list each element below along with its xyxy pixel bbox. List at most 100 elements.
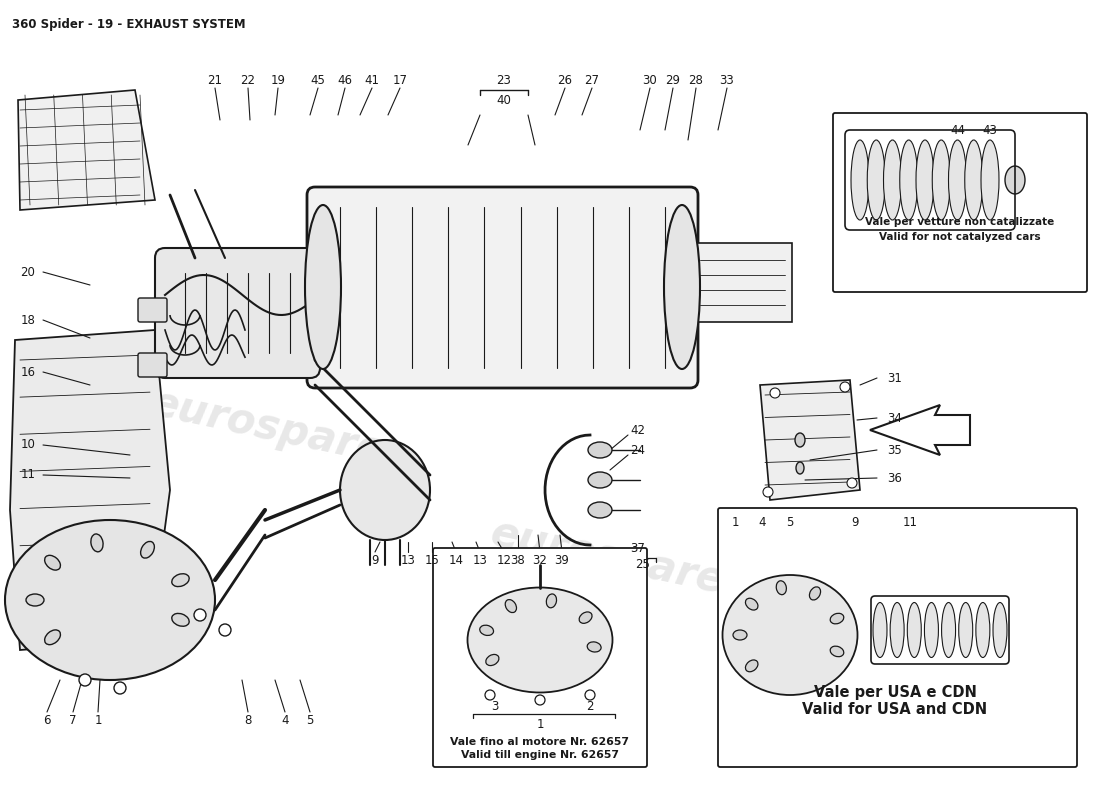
Text: 13: 13 (473, 554, 487, 566)
Ellipse shape (486, 654, 499, 666)
Ellipse shape (976, 602, 990, 658)
Ellipse shape (79, 674, 91, 686)
Ellipse shape (830, 646, 844, 657)
Text: 45: 45 (310, 74, 326, 86)
Text: 5: 5 (306, 714, 313, 726)
FancyBboxPatch shape (307, 187, 698, 388)
Text: 8: 8 (244, 714, 252, 726)
Ellipse shape (535, 695, 544, 705)
Text: 33: 33 (719, 74, 735, 86)
Ellipse shape (485, 690, 495, 700)
Text: 2: 2 (586, 701, 594, 714)
Text: 29: 29 (666, 74, 681, 86)
Ellipse shape (588, 472, 612, 488)
Text: 11: 11 (21, 469, 35, 482)
Ellipse shape (948, 140, 967, 220)
Text: 31: 31 (888, 371, 902, 385)
Ellipse shape (45, 555, 60, 570)
Ellipse shape (723, 575, 858, 695)
Text: 19: 19 (271, 74, 286, 86)
Text: 24: 24 (630, 443, 646, 457)
Text: 38: 38 (510, 554, 526, 566)
Text: 1: 1 (95, 714, 101, 726)
Ellipse shape (468, 587, 613, 693)
Ellipse shape (588, 502, 612, 518)
FancyBboxPatch shape (693, 243, 792, 322)
Text: 36: 36 (888, 471, 902, 485)
Text: 40: 40 (496, 94, 512, 106)
Ellipse shape (763, 487, 773, 497)
Ellipse shape (993, 602, 1007, 658)
Text: 4: 4 (758, 515, 766, 529)
Ellipse shape (890, 602, 904, 658)
Ellipse shape (796, 462, 804, 474)
Ellipse shape (847, 478, 857, 488)
Ellipse shape (305, 205, 341, 369)
Text: Valid till engine Nr. 62657: Valid till engine Nr. 62657 (461, 750, 619, 760)
Text: 42: 42 (630, 423, 646, 437)
Text: 46: 46 (338, 74, 352, 86)
Ellipse shape (733, 630, 747, 640)
Text: 18: 18 (21, 314, 35, 326)
Text: 11: 11 (902, 515, 917, 529)
Text: 21: 21 (208, 74, 222, 86)
Text: 23: 23 (496, 74, 512, 86)
Ellipse shape (883, 140, 902, 220)
Text: 13: 13 (400, 554, 416, 566)
Text: 44: 44 (950, 123, 966, 137)
Ellipse shape (480, 625, 494, 635)
Text: 28: 28 (689, 74, 703, 86)
Ellipse shape (810, 587, 821, 600)
Ellipse shape (908, 602, 922, 658)
FancyBboxPatch shape (155, 248, 320, 378)
Ellipse shape (942, 602, 956, 658)
Text: 20: 20 (21, 266, 35, 278)
Text: 17: 17 (393, 74, 407, 86)
Ellipse shape (219, 624, 231, 636)
Text: Valid for not catalyzed cars: Valid for not catalyzed cars (879, 232, 1041, 242)
Ellipse shape (45, 630, 60, 645)
Ellipse shape (588, 442, 612, 458)
Text: 4: 4 (282, 714, 288, 726)
Ellipse shape (873, 602, 887, 658)
Text: Vale per USA e CDN: Vale per USA e CDN (814, 686, 977, 701)
Ellipse shape (777, 581, 786, 594)
Text: 5: 5 (786, 515, 794, 529)
Text: 32: 32 (532, 554, 548, 566)
Text: eurospares: eurospares (723, 616, 917, 684)
Text: 16: 16 (21, 366, 35, 378)
Ellipse shape (141, 542, 154, 558)
Ellipse shape (664, 205, 700, 369)
Polygon shape (760, 380, 860, 500)
Text: 1: 1 (732, 515, 739, 529)
Ellipse shape (587, 642, 601, 652)
Text: 15: 15 (425, 554, 439, 566)
Text: 39: 39 (554, 554, 570, 566)
Ellipse shape (172, 574, 189, 586)
Text: 25: 25 (636, 558, 650, 571)
Ellipse shape (6, 520, 214, 680)
Ellipse shape (924, 602, 938, 658)
Polygon shape (18, 90, 155, 210)
Text: eurospares: eurospares (487, 512, 754, 608)
Ellipse shape (867, 140, 886, 220)
Text: 43: 43 (982, 123, 998, 137)
Ellipse shape (172, 614, 189, 626)
Text: 12: 12 (496, 554, 512, 566)
Polygon shape (10, 330, 170, 650)
Ellipse shape (900, 140, 917, 220)
Ellipse shape (933, 140, 950, 220)
Ellipse shape (194, 609, 206, 621)
Text: 34: 34 (888, 411, 902, 425)
Text: 30: 30 (642, 74, 658, 86)
Text: Valid for USA and CDN: Valid for USA and CDN (802, 702, 988, 718)
FancyBboxPatch shape (138, 298, 167, 322)
Text: 10: 10 (21, 438, 35, 451)
Ellipse shape (26, 594, 44, 606)
Ellipse shape (981, 140, 999, 220)
Ellipse shape (547, 594, 557, 608)
Ellipse shape (340, 440, 430, 540)
Ellipse shape (851, 140, 869, 220)
Text: Vale fino al motore Nr. 62657: Vale fino al motore Nr. 62657 (451, 737, 629, 747)
Text: 1: 1 (537, 718, 543, 730)
